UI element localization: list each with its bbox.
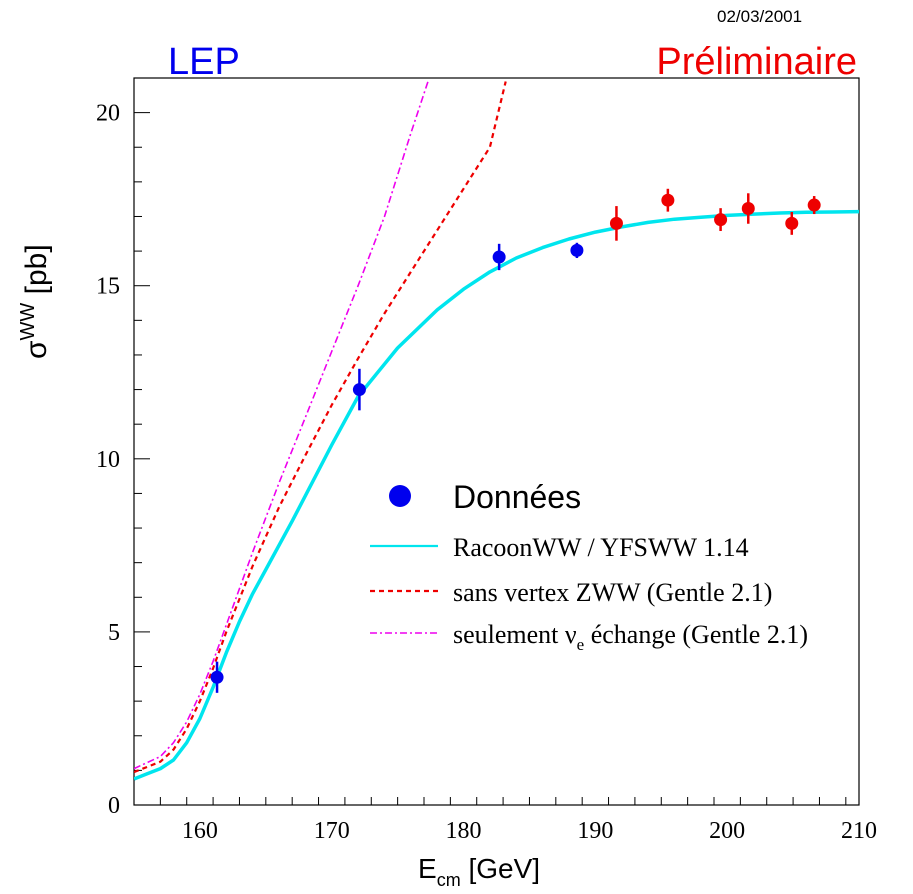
point-marker (741, 202, 755, 216)
y-axis-label: σWW [pb] (17, 244, 53, 359)
data-point (210, 661, 224, 693)
data-point (741, 193, 755, 224)
y-tick-label: 15 (96, 274, 120, 300)
legend-label-nue-sub: e (577, 635, 585, 654)
legend-label-data: Données (453, 479, 581, 515)
legend-label-nue-pre: seulement ν (453, 620, 577, 649)
data-point (609, 206, 623, 241)
x-tick-label: 210 (841, 818, 877, 844)
legend-label-zww: sans vertex ZWW (Gentle 2.1) (453, 578, 772, 607)
curves (134, 81, 859, 781)
point-marker (785, 216, 799, 230)
x-tick-label: 190 (577, 818, 613, 844)
svg-text:Ecm [GeV]: Ecm [GeV] (418, 853, 540, 890)
data-point (714, 208, 728, 232)
data-point (807, 196, 821, 215)
series-nue (134, 81, 429, 770)
point-marker (352, 383, 366, 397)
date-label: 02/03/2001 (717, 7, 802, 26)
y-axis-label-unit: [pb] (20, 244, 53, 294)
legend-label-nue: seulement νe échange (Gentle 2.1) (453, 620, 808, 654)
legend: Données RacoonWW / YFSWW 1.14 sans verte… (370, 479, 808, 654)
x-tick-label: 160 (182, 818, 218, 844)
x-tick-label: 170 (314, 818, 350, 844)
point-marker (609, 216, 623, 230)
x-axis-label-sub: cm (437, 870, 461, 890)
axis-ticks (133, 77, 847, 806)
legend-label-racoonww: RacoonWW / YFSWW 1.14 (453, 533, 749, 562)
x-tick-label: 200 (709, 818, 745, 844)
data-point (785, 211, 799, 235)
point-marker (714, 213, 728, 227)
svg-text:σWW [pb]: σWW [pb] (17, 244, 53, 359)
y-tick-label: 0 (108, 793, 120, 819)
point-marker (807, 198, 821, 212)
point-marker (492, 250, 506, 264)
lep-title: LEP (168, 41, 240, 83)
x-axis-label: Ecm [GeV] (418, 853, 540, 890)
data-point (492, 243, 506, 271)
series-zww (134, 81, 507, 774)
point-marker (210, 670, 224, 684)
data-point (352, 368, 366, 411)
preliminaire-title: Préliminaire (656, 41, 857, 83)
x-axis-label-main: E (418, 853, 437, 884)
data-point (661, 188, 675, 212)
point-marker (570, 243, 584, 257)
y-tick-label: 20 (96, 101, 120, 127)
x-tick-label: 180 (446, 818, 482, 844)
axis-tick-labels: 160 170 180 190 200 210 0 5 10 15 20 (96, 101, 877, 844)
y-tick-label: 10 (96, 447, 120, 473)
y-axis-label-sup: WW (17, 303, 39, 341)
data-point (570, 242, 584, 259)
x-axis-label-unit: [GeV] (468, 853, 540, 884)
plot-frame (133, 77, 860, 806)
legend-label-nue-post: échange (Gentle 2.1) (584, 620, 808, 649)
y-tick-label: 5 (108, 620, 120, 646)
data-points (210, 188, 821, 693)
point-marker (661, 193, 675, 207)
y-axis-label-main: σ (20, 340, 53, 359)
legend-marker-data (389, 485, 411, 507)
